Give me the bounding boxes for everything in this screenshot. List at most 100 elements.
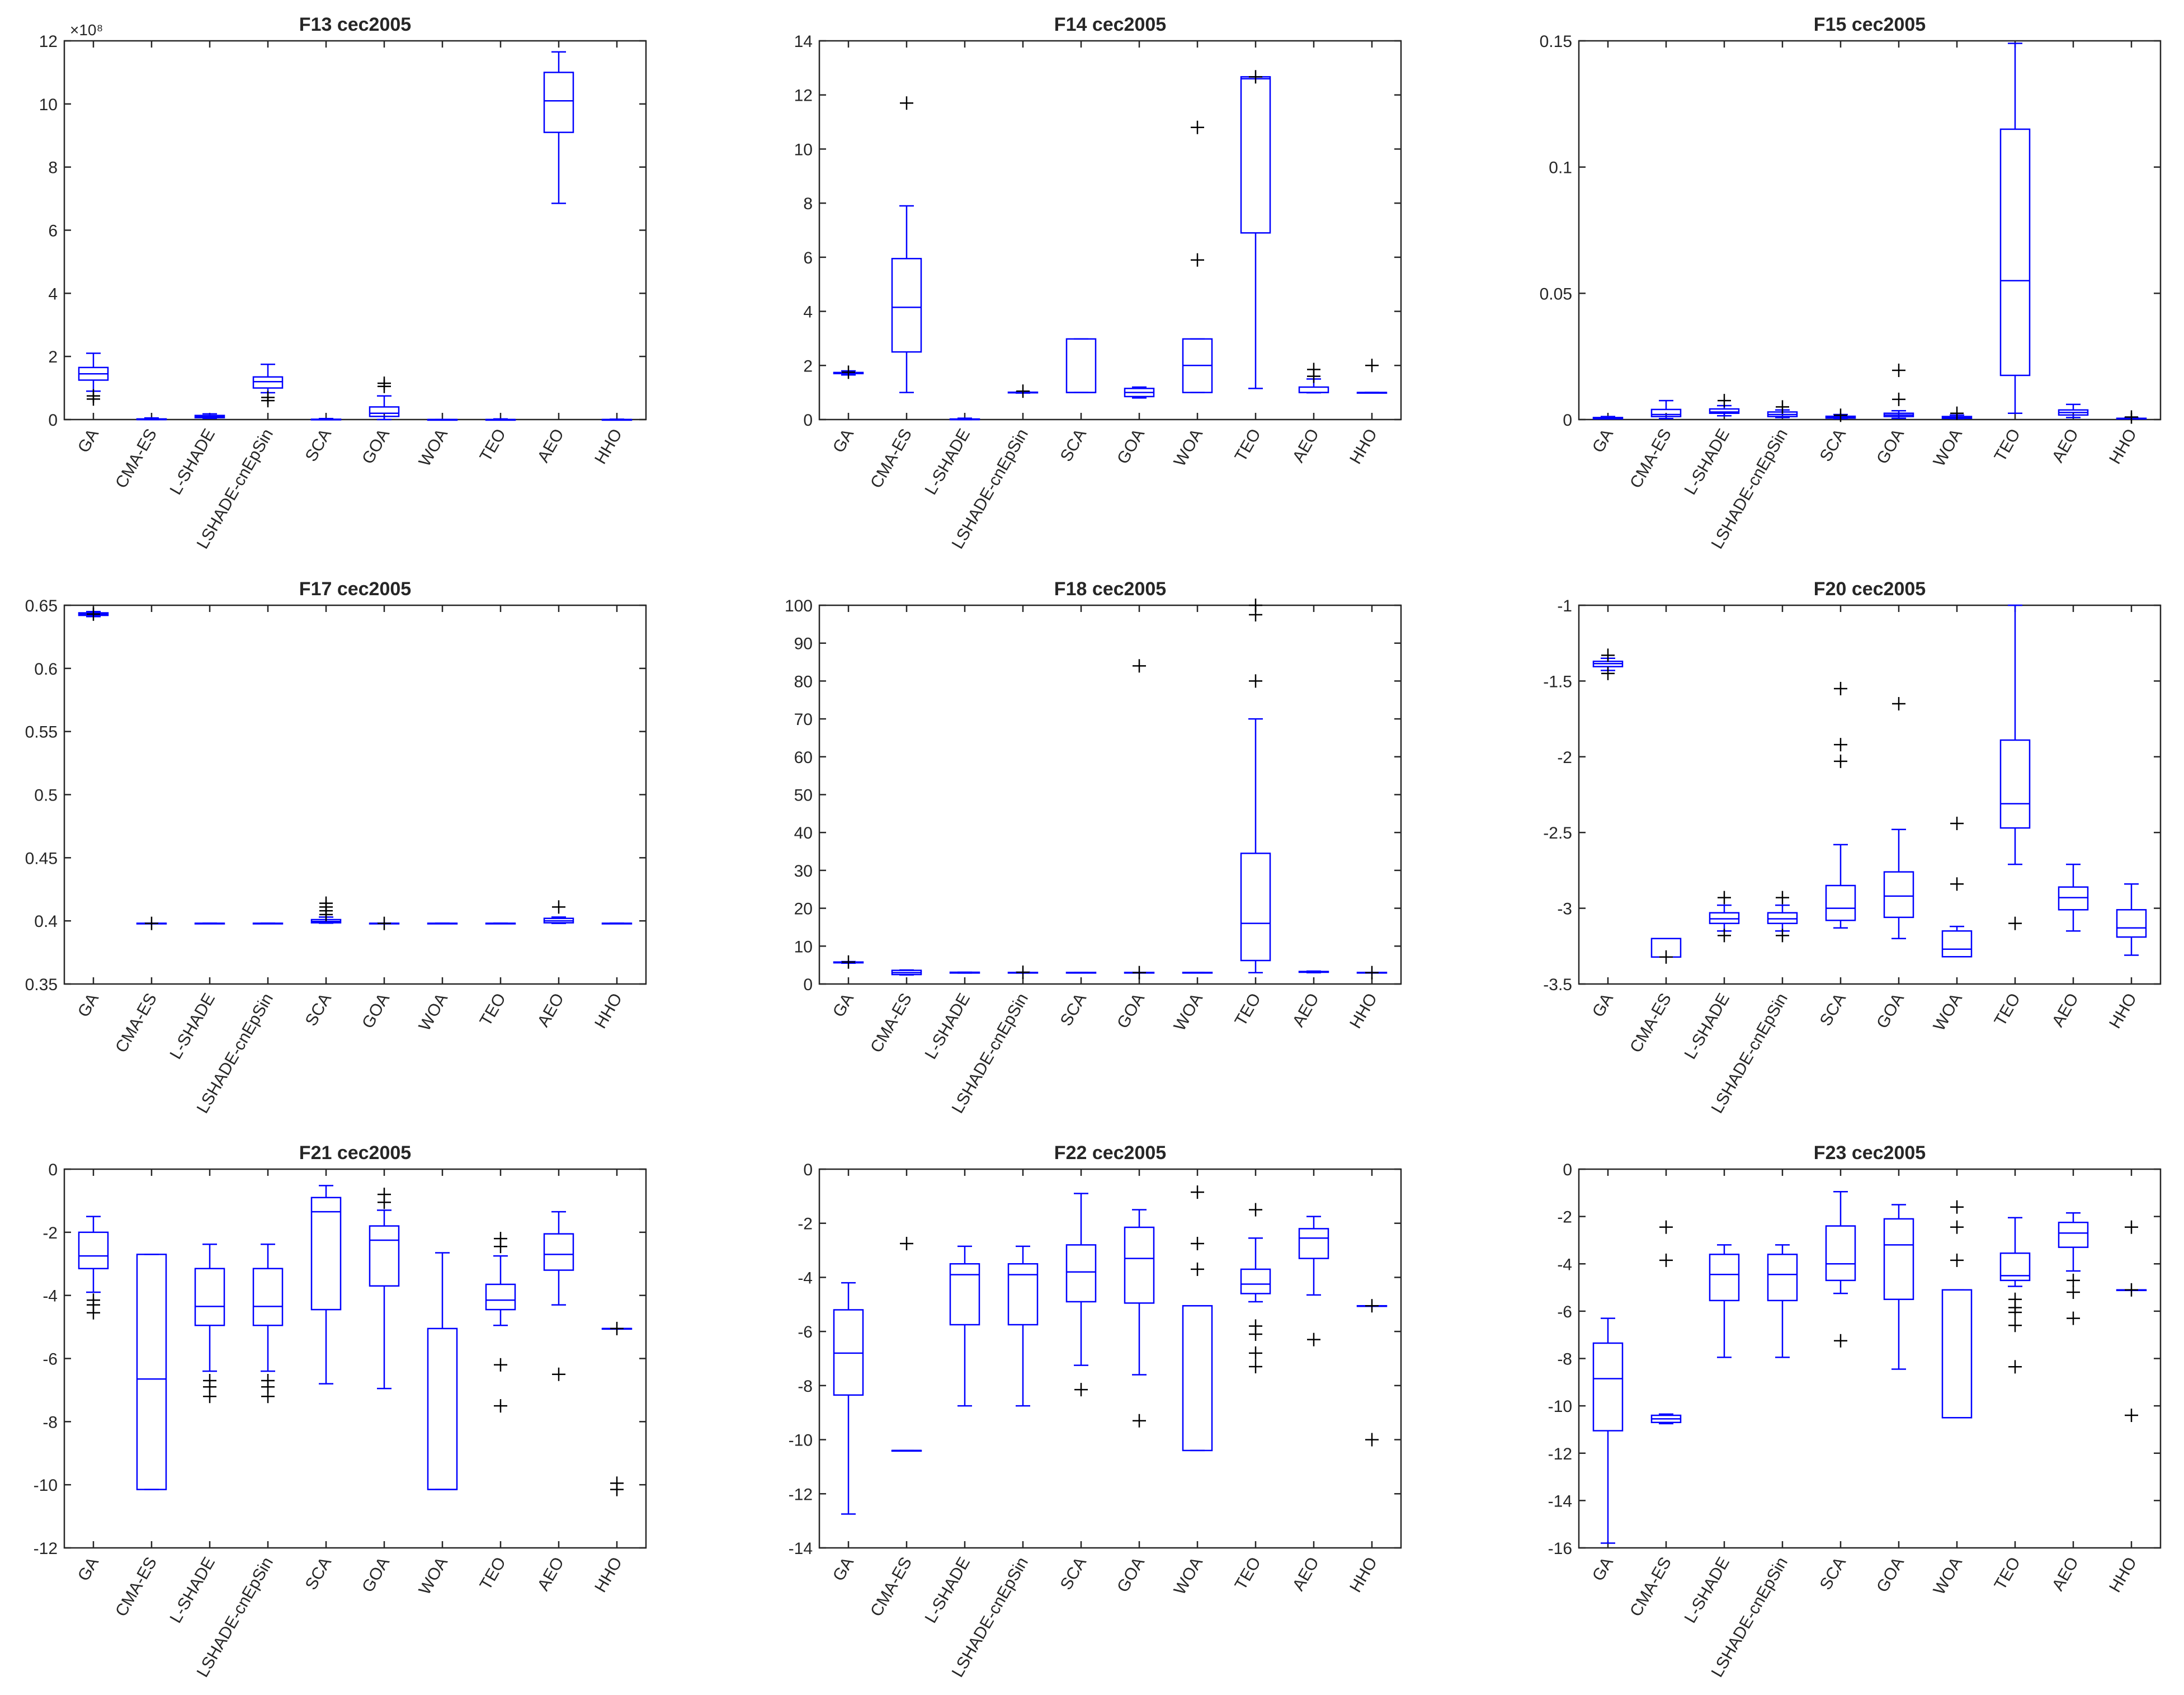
outlier-marker xyxy=(378,1195,391,1209)
box-l-shade xyxy=(949,417,980,421)
outlier-marker xyxy=(1834,754,1847,768)
outlier-marker xyxy=(2067,1273,2080,1287)
chart-title: F14 cec2005 xyxy=(1054,14,1166,35)
x-tick-label: TEO xyxy=(1991,426,2024,465)
y-tick-label: 0.4 xyxy=(34,912,58,931)
x-tick-label: L-SHADE xyxy=(921,990,974,1062)
outlier-marker xyxy=(1601,648,1615,662)
box-body xyxy=(1709,912,1740,924)
x-tick-label: GOA xyxy=(1873,1554,1908,1595)
outlier-marker xyxy=(2008,1319,2022,1333)
x-tick-label: AEO xyxy=(2049,1554,2082,1594)
y-tick-label: 14 xyxy=(794,32,813,51)
x-tick-label: GA xyxy=(74,990,102,1020)
axes-frame xyxy=(818,604,1402,985)
x-tick-label: HHO xyxy=(2106,1554,2140,1595)
x-tick-label: GOA xyxy=(359,426,393,467)
box-lshade-cnepsin xyxy=(252,1244,284,1404)
box-body xyxy=(891,258,922,353)
outlier-marker xyxy=(1249,70,1262,84)
box-body xyxy=(369,1225,400,1287)
outlier-marker xyxy=(900,1236,913,1250)
x-tick-label: AEO xyxy=(534,426,568,465)
box-cma-es xyxy=(136,417,167,421)
outlier-marker xyxy=(494,1240,507,1254)
box-hho xyxy=(2116,883,2147,956)
x-tick-label: WOA xyxy=(1930,426,1966,470)
box-woa xyxy=(427,1252,458,1490)
outlier-marker xyxy=(1950,406,1964,420)
box-lshade-cnepsin xyxy=(1007,384,1039,398)
x-tick-label: SCA xyxy=(1817,990,1850,1029)
y-tick-label: -8 xyxy=(1557,1350,1572,1369)
x-tick-label: WOA xyxy=(1930,1554,1966,1598)
y-tick-label: -3 xyxy=(1557,900,1572,919)
outlier-marker xyxy=(1776,891,1789,905)
box-goa xyxy=(1883,1204,1914,1370)
box-ga xyxy=(78,352,109,406)
outlier-marker xyxy=(1249,1203,1262,1217)
y-tick-label: -14 xyxy=(789,1539,813,1558)
y-tick-label: 20 xyxy=(794,900,813,919)
chart-title: F21 cec2005 xyxy=(299,1142,411,1164)
box-ga xyxy=(1592,416,1624,420)
outlier-marker xyxy=(842,365,855,379)
y-tick-label: 8 xyxy=(48,159,58,177)
outlier-marker xyxy=(378,376,391,390)
box-l-shade xyxy=(1709,1244,1740,1358)
box-aeo xyxy=(543,900,574,924)
x-tick-label: CMA-ES xyxy=(1626,1554,1675,1620)
y-tick-label: 12 xyxy=(794,87,813,105)
x-tick-label: TEO xyxy=(1991,1554,2024,1593)
y-tick-label: 4 xyxy=(48,285,58,303)
outlier-marker xyxy=(494,1399,507,1413)
box-cma-es xyxy=(136,1254,167,1490)
box-ga xyxy=(833,955,864,969)
y-tick-label: 2 xyxy=(48,348,58,366)
x-tick-label: L-SHADE xyxy=(166,1554,219,1626)
box-cma-es xyxy=(1650,1220,1682,1425)
outlier-marker xyxy=(1659,950,1673,964)
x-tick-label: WOA xyxy=(416,426,451,470)
box-body xyxy=(2058,1221,2089,1248)
y-tick-label: 0 xyxy=(48,411,58,430)
y-tick-label: 0 xyxy=(1563,411,1572,430)
outlier-marker xyxy=(1307,1333,1320,1346)
x-tick-label: TEO xyxy=(477,1554,510,1593)
outlier-marker xyxy=(1950,1253,1964,1267)
box-teo xyxy=(1240,70,1271,389)
outlier-marker xyxy=(1133,659,1146,673)
box-hho xyxy=(601,922,633,925)
x-tick-label: HHO xyxy=(2106,426,2140,467)
x-tick-label: CMA-ES xyxy=(112,426,161,492)
y-tick-label: -1.5 xyxy=(1543,672,1572,691)
y-tick-label: 0 xyxy=(1563,1161,1572,1179)
outlier-marker xyxy=(2067,1311,2080,1325)
y-tick-label: 50 xyxy=(794,787,813,805)
box-goa xyxy=(1124,1209,1155,1428)
outlier-marker xyxy=(2125,1409,2138,1423)
box-body xyxy=(2116,909,2147,938)
outlier-marker xyxy=(1365,359,1379,373)
box-goa xyxy=(1124,659,1155,980)
y-tick-label: 12 xyxy=(39,32,58,51)
box-body xyxy=(949,1263,980,1326)
y-tick-label: -1 xyxy=(1557,597,1572,615)
box-sca xyxy=(1065,972,1097,974)
outlier-marker xyxy=(1365,1299,1379,1313)
outlier-marker xyxy=(1834,408,1847,422)
y-tick-label: -6 xyxy=(1557,1303,1572,1321)
subplot-f23: F23 cec2005 -16 -14 -12 -10 -8 -6 -4 -2 0 GA CMA-ES… xyxy=(1548,1142,2162,1680)
y-tick-label: 0.5 xyxy=(34,787,58,805)
box-lshade-cnepsin xyxy=(252,364,284,408)
x-tick-label: GOA xyxy=(1873,426,1908,467)
x-tick-label: GOA xyxy=(359,990,393,1032)
y-tick-label: 6 xyxy=(48,222,58,241)
y-tick-label: -14 xyxy=(1548,1492,1572,1510)
x-tick-label: AEO xyxy=(1289,426,1323,465)
box-body xyxy=(1883,1218,1914,1300)
outlier-marker xyxy=(319,896,333,910)
box-body xyxy=(1883,871,1914,919)
y-tick-label: -2.5 xyxy=(1543,824,1572,842)
x-tick-label: GOA xyxy=(1114,1554,1148,1595)
